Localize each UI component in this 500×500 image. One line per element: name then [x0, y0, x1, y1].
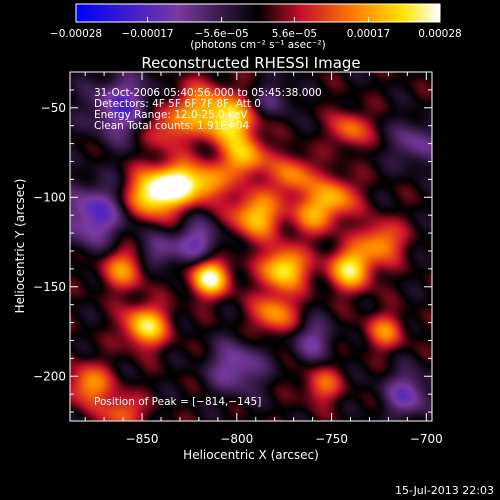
annotation-detectors: Detectors: 4F 5F 6F 7F 8F, Att 0 [94, 98, 261, 110]
colorbar-gradient [76, 4, 440, 22]
y-tick-label: −50 [41, 101, 66, 115]
x-tick-label: −700 [410, 432, 443, 446]
annotation-energy: Energy Range: 12.0-25.0 keV [94, 109, 248, 121]
colorbar-tick-label: −5.6e−05 [195, 28, 249, 40]
footer-timestamp: 15-Jul-2013 22:03 [395, 484, 494, 497]
y-axis-label: Heliocentric Y (arcsec) [13, 179, 27, 314]
chart-title: Reconstructed RHESSI Image [141, 54, 360, 72]
annotation-clean: Clean Total counts: 1.91E+04 [94, 120, 249, 132]
y-tick-label: −100 [33, 190, 66, 204]
colorbar-tick-label: 0.00017 [347, 28, 390, 40]
x-tick-label: −800 [220, 432, 253, 446]
colorbar-frame [75, 3, 441, 23]
x-axis-label: Heliocentric X (arcsec) [183, 448, 319, 462]
y-tick-label: −150 [33, 280, 66, 294]
annotation-peak: Position of Peak = [−814,−145] [94, 396, 261, 408]
colorbar-tick-label: −0.00017 [121, 28, 173, 40]
x-tick-label: −750 [315, 432, 348, 446]
axis-ticks: −850 −800 −750 −700 −50 −100 −150 −200 [33, 71, 443, 446]
colorbar-units: (photons cm⁻² s⁻¹ asec⁻²) [190, 39, 325, 51]
colorbar-ticks: −0.00028 −0.00017 −5.6e−05 5.6e−05 0.00017 0.… [50, 17, 462, 40]
colorbar-tick-label: 0.00028 [418, 28, 461, 40]
x-tick-label: −850 [126, 432, 159, 446]
y-tick-label: −200 [33, 369, 66, 383]
annotation-time: 31-Oct-2006 05:40:56.000 to 05:45:38.000 [94, 87, 322, 99]
heatmap-image [70, 72, 432, 421]
colorbar-tick-label: −0.00028 [50, 28, 102, 40]
plot-frame [69, 71, 433, 422]
colorbar-tick-label: 5.6e−05 [272, 28, 317, 40]
